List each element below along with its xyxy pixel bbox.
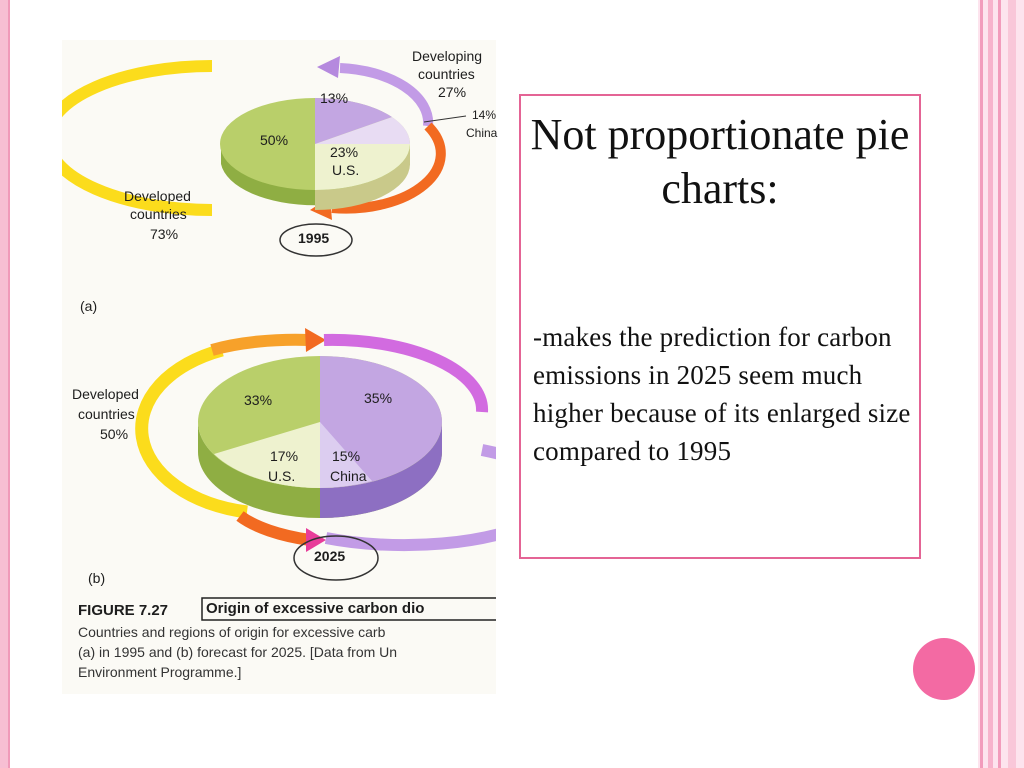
- pie2-slice-15: [320, 422, 372, 488]
- pie2-developed-label: Developed: [72, 386, 139, 402]
- pie1-side-right: [315, 144, 410, 210]
- caption-figure-number: FIGURE 7.27: [78, 602, 169, 619]
- pie2-slice-35: [320, 356, 442, 488]
- pink-circle-decoration: [913, 638, 975, 700]
- pie2-developed-arrow: [135, 343, 248, 519]
- pie2-arrow-top-purple: [323, 333, 489, 413]
- pie1-slice-14: [315, 117, 411, 144]
- slide-title: Not proportionate pie charts:: [530, 110, 910, 213]
- pie1-slice-13: [315, 97, 392, 144]
- pie1-developing-countries: countries: [418, 66, 475, 82]
- pie2-us-label: U.S.: [268, 468, 296, 484]
- pie2-slice-33-label: 33%: [244, 392, 273, 408]
- pie1-slice-23-label: 23%: [330, 144, 359, 160]
- pie2-slice-35-label: 35%: [364, 390, 393, 406]
- pie1-china-pointer: [423, 115, 467, 123]
- pie1-us-label: U.S.: [332, 162, 360, 178]
- pie2-developed-pct: 50%: [100, 426, 129, 442]
- pie1-developed-arrow: [62, 60, 213, 216]
- text-box: Not proportionate pie charts: -makes the…: [519, 94, 921, 559]
- pie1-china-pct: 14%: [472, 108, 497, 122]
- pie1-developing-arrow: [339, 63, 434, 127]
- pie1-arrow-orange: [331, 122, 446, 214]
- pie1-slice-13-label: 13%: [320, 90, 349, 106]
- caption-line-2: (a) in 1995 and (b) forecast for 2025. […: [78, 644, 398, 660]
- pie2-panel-label: (b): [88, 570, 106, 586]
- pie2-year: 2025: [314, 548, 346, 564]
- pie1-china-label: China: [466, 126, 498, 140]
- pie2-arrowhead-top: [305, 328, 326, 352]
- left-border: [0, 0, 10, 768]
- pie1-developed-countries: countries: [130, 206, 187, 222]
- pie1-developing-arrowhead: [317, 56, 340, 78]
- pie2-slice-17: [214, 422, 320, 488]
- pie2-arrow-top-orange: [210, 333, 311, 356]
- pie1-developed-label: Developed: [124, 188, 191, 204]
- pie2-arrow-bottom-purple: [324, 444, 496, 552]
- caption-line-3: Environment Programme.]: [78, 664, 242, 680]
- pie1-developed-pct: 73%: [150, 226, 179, 242]
- pie2-side-right: [320, 422, 442, 518]
- pie1-panel-label: (a): [80, 298, 98, 314]
- textbook-figure: Developing countries 27% 14% China 13% 5…: [62, 40, 498, 694]
- pie1-slice-23: [315, 144, 410, 190]
- caption-title-box: [201, 597, 496, 621]
- right-border: [978, 0, 1024, 768]
- pie1-year: 1995: [298, 230, 330, 246]
- pie2-slice-15-label: 15%: [332, 448, 361, 464]
- pie1-developing-label: Developing: [412, 48, 483, 64]
- pie2-slice-17-label: 17%: [270, 448, 299, 464]
- pie1-year-circle: [279, 223, 353, 257]
- caption-title: Origin of excessive carbon dio: [206, 600, 425, 617]
- pie2-developed-countries: countries: [78, 406, 135, 422]
- pie2-arrow-bottom-orange: [236, 511, 311, 546]
- pie2-arrowhead-bottom: [306, 528, 326, 552]
- caption-line-1: Countries and regions of origin for exce…: [78, 624, 386, 640]
- figure-graphics: [62, 56, 496, 621]
- slide-body: -makes the prediction for carbon emissio…: [533, 322, 911, 466]
- pie2-year-circle: [293, 535, 379, 581]
- pie1-developing-pct: 27%: [438, 84, 467, 100]
- pie1-slice-50-label: 50%: [260, 132, 289, 148]
- pie2-china-label: China: [330, 468, 367, 484]
